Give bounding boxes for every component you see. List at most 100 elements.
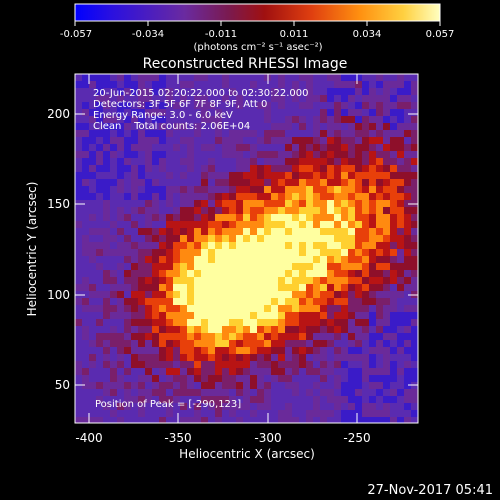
heatmap-cell bbox=[397, 123, 404, 130]
heatmap-cell bbox=[229, 130, 236, 137]
heatmap-cell bbox=[222, 228, 229, 235]
colorbar-tick-label: -0.057 bbox=[60, 29, 92, 40]
heatmap-cell bbox=[264, 340, 271, 347]
heatmap-cell bbox=[376, 382, 383, 389]
heatmap-cell bbox=[131, 326, 138, 333]
heatmap-cell bbox=[152, 298, 159, 305]
heatmap-cell bbox=[334, 249, 341, 256]
heatmap-cell bbox=[404, 263, 411, 270]
heatmap-cell bbox=[285, 270, 292, 277]
heatmap-cell bbox=[82, 88, 89, 95]
heatmap-cell bbox=[306, 375, 313, 382]
heatmap-cell bbox=[187, 263, 194, 270]
heatmap-cell bbox=[376, 277, 383, 284]
heatmap-cell bbox=[369, 291, 376, 298]
heatmap-cell bbox=[159, 368, 166, 375]
heatmap-cell bbox=[264, 319, 271, 326]
heatmap-cell bbox=[124, 249, 131, 256]
heatmap-cell bbox=[271, 326, 278, 333]
heatmap-cell bbox=[75, 263, 82, 270]
heatmap-cell bbox=[103, 200, 110, 207]
heatmap-cell bbox=[334, 123, 341, 130]
heatmap-cell bbox=[411, 81, 418, 88]
heatmap-cell bbox=[159, 137, 166, 144]
heatmap-cell bbox=[355, 368, 362, 375]
heatmap-cell bbox=[264, 291, 271, 298]
heatmap-cell bbox=[341, 165, 348, 172]
heatmap-cell bbox=[397, 354, 404, 361]
heatmap-cell bbox=[299, 207, 306, 214]
heatmap-cell bbox=[278, 74, 285, 81]
heatmap-cell bbox=[124, 410, 131, 417]
heatmap-cell bbox=[355, 186, 362, 193]
heatmap-cell bbox=[82, 319, 89, 326]
heatmap-cell bbox=[348, 186, 355, 193]
heatmap-cell bbox=[404, 347, 411, 354]
heatmap-cell bbox=[138, 305, 145, 312]
heatmap-cell bbox=[404, 298, 411, 305]
heatmap-cell bbox=[362, 284, 369, 291]
heatmap-cell bbox=[404, 200, 411, 207]
heatmap-cell bbox=[173, 130, 180, 137]
heatmap-cell bbox=[397, 347, 404, 354]
heatmap-cell bbox=[369, 375, 376, 382]
heatmap-cell bbox=[376, 410, 383, 417]
heatmap-cell bbox=[250, 340, 257, 347]
heatmap-cell bbox=[138, 109, 145, 116]
heatmap-cell bbox=[75, 130, 82, 137]
heatmap-cell bbox=[201, 410, 208, 417]
heatmap-cell bbox=[271, 382, 278, 389]
heatmap-cell bbox=[362, 137, 369, 144]
heatmap-cell bbox=[390, 102, 397, 109]
heatmap-cell bbox=[187, 347, 194, 354]
heatmap-cell bbox=[89, 214, 96, 221]
heatmap-cell bbox=[278, 403, 285, 410]
heatmap-cell bbox=[313, 305, 320, 312]
heatmap-cell bbox=[306, 284, 313, 291]
heatmap-cell bbox=[285, 410, 292, 417]
heatmap-cell bbox=[348, 130, 355, 137]
heatmap-cell bbox=[117, 326, 124, 333]
heatmap-cell bbox=[236, 235, 243, 242]
heatmap-cell bbox=[82, 116, 89, 123]
heatmap-cell bbox=[313, 382, 320, 389]
heatmap-cell bbox=[201, 270, 208, 277]
heatmap-cell bbox=[313, 186, 320, 193]
heatmap-cell bbox=[229, 389, 236, 396]
heatmap-cell bbox=[194, 347, 201, 354]
heatmap-cell bbox=[215, 123, 222, 130]
heatmap-cell bbox=[110, 410, 117, 417]
heatmap-cell bbox=[131, 179, 138, 186]
heatmap-cell bbox=[96, 305, 103, 312]
heatmap-cell bbox=[166, 158, 173, 165]
heatmap-cell bbox=[222, 354, 229, 361]
y-axis-ticks bbox=[75, 113, 418, 386]
heatmap-cell bbox=[250, 347, 257, 354]
heatmap-cell bbox=[285, 403, 292, 410]
heatmap-cell bbox=[187, 326, 194, 333]
heatmap-cell bbox=[173, 361, 180, 368]
heatmap-cell bbox=[341, 172, 348, 179]
heatmap-cell bbox=[306, 354, 313, 361]
heatmap-cell bbox=[82, 410, 89, 417]
heatmap-cell bbox=[306, 95, 313, 102]
heatmap-cell bbox=[390, 410, 397, 417]
heatmap-cell bbox=[82, 130, 89, 137]
heatmap-cell bbox=[264, 368, 271, 375]
heatmap-cell bbox=[376, 123, 383, 130]
heatmap-cell bbox=[264, 228, 271, 235]
heatmap-cell bbox=[159, 270, 166, 277]
heatmap-cell bbox=[362, 375, 369, 382]
heatmap-cell bbox=[327, 214, 334, 221]
heatmap-cell bbox=[75, 151, 82, 158]
heatmap-cell bbox=[173, 95, 180, 102]
heatmap-cell bbox=[383, 123, 390, 130]
heatmap-cell bbox=[383, 116, 390, 123]
heatmap-cell bbox=[376, 242, 383, 249]
heatmap-cell bbox=[145, 361, 152, 368]
heatmap-cell bbox=[334, 109, 341, 116]
heatmap-cell bbox=[313, 270, 320, 277]
heatmap-cell bbox=[138, 74, 145, 81]
heatmap-cell bbox=[376, 109, 383, 116]
heatmap-cell bbox=[201, 396, 208, 403]
